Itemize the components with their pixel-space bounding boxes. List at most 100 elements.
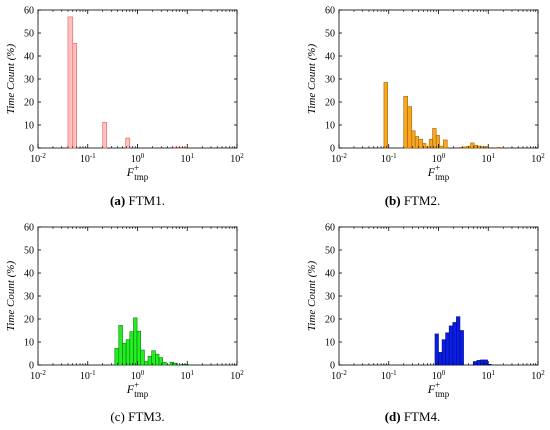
caption-c-label: (c) [110, 409, 125, 424]
bar-a-2 [102, 121, 107, 149]
bar-d-6 [456, 316, 461, 366]
bar-a-0 [67, 16, 74, 149]
x-tick-label-a-1: 10-1 [80, 152, 96, 165]
y-tick-label-d-6: 60 [325, 223, 335, 234]
x-tick-label-b-0: 10-2 [331, 152, 347, 165]
y-tick-label-b-4: 40 [325, 52, 335, 63]
x-tick-label-d-1: 10-1 [381, 369, 397, 382]
y-tick-label-c-5: 50 [24, 246, 34, 257]
bar-c-13 [162, 361, 167, 366]
bar-d-5 [452, 322, 457, 366]
bar-c-9 [147, 355, 153, 366]
caption-a-label: (a) [110, 193, 126, 208]
bar-a-3 [125, 137, 131, 149]
x-tick-label-a-0: 10-2 [30, 152, 46, 165]
y-tick-label-a-4: 40 [24, 52, 34, 63]
y-tick-label-b-2: 20 [325, 98, 335, 109]
caption-b: (b) FTM2. [275, 193, 550, 209]
bar-c-16 [180, 364, 186, 366]
caption-d-text: FTM4. [403, 409, 441, 424]
y-tick-label-b-5: 50 [325, 29, 335, 40]
bar-c-10 [151, 350, 156, 366]
bar-a-6 [179, 147, 183, 149]
y-tick-label-c-6: 60 [24, 223, 34, 234]
x-tick-label-c-3: 101 [181, 369, 195, 382]
x-axis-label-d: F+ tmp [427, 380, 450, 399]
y-tick-label-c-0: 0 [29, 361, 34, 372]
bar-a-4 [171, 147, 177, 149]
bar-b-10 [435, 135, 440, 149]
bar-b-13 [459, 147, 464, 149]
caption-c-text: FTM3. [128, 409, 165, 424]
bar-d-0 [434, 333, 439, 366]
bar-b-3 [411, 130, 416, 149]
y-tick-label-d-5: 50 [325, 246, 335, 257]
y-axis-label-b: Time Count (%) [306, 44, 318, 115]
bar-c-3 [125, 339, 131, 366]
histogram-d: 0 10 20 30 40 50 60 10-2 10-1 100 101 102 F+ tmp Time … [306, 223, 545, 400]
caption-b-text: FTM2. [403, 193, 441, 208]
x-tick-label-b-2: 100 [432, 152, 446, 165]
bar-b-20 [484, 146, 489, 149]
y-tick-label-d-2: 20 [325, 315, 335, 326]
bar-c-12 [158, 357, 163, 366]
bar-d-8 [472, 361, 478, 366]
bar-b-6 [422, 143, 427, 149]
x-tick-label-a-2: 100 [131, 152, 145, 165]
bar-b-2 [407, 106, 413, 149]
bar-d-7 [459, 330, 464, 366]
bar-d-4 [448, 325, 454, 366]
bar-c-8 [144, 361, 149, 366]
y-axis-label-d: Time Count (%) [306, 261, 318, 332]
x-axis-label-c: F+ tmp [126, 380, 149, 399]
y-tick-label-c-1: 10 [24, 338, 34, 349]
y-tick-label-b-1: 10 [325, 121, 335, 132]
plot-frame-b [338, 9, 539, 149]
histogram-a: 0 10 20 30 40 50 60 10-2 10-1 100 101 102 F+ tmp Time … [5, 6, 244, 183]
y-tick-label-b-0: 0 [330, 144, 335, 155]
caption-a: (a) FTM1. [0, 193, 275, 209]
bar-a-1 [72, 43, 78, 149]
y-tick-label-c-3: 30 [24, 292, 34, 303]
caption-d-label: (d) [384, 409, 401, 424]
bar-a-5 [175, 147, 180, 149]
y-tick-label-a-3: 30 [24, 75, 34, 86]
bar-c-5 [133, 317, 138, 366]
bar-b-1 [403, 95, 408, 149]
x-tick-label-d-2: 100 [432, 369, 446, 382]
bar-c-1 [118, 325, 123, 366]
y-tick-label-d-0: 0 [330, 361, 335, 372]
bar-b-4 [414, 136, 420, 149]
y-tick-label-a-1: 10 [24, 121, 34, 132]
y-tick-label-c-4: 40 [24, 269, 34, 280]
y-tick-label-a-6: 60 [24, 6, 34, 17]
bar-b-11 [439, 145, 444, 149]
x-tick-label-d-4: 102 [531, 369, 545, 382]
bar-a-7 [182, 147, 186, 149]
x-tick-label-a-3: 101 [181, 152, 195, 165]
bar-b-5 [418, 138, 423, 149]
y-tick-label-a-5: 50 [24, 29, 34, 40]
bar-c-7 [140, 349, 145, 366]
caption-d: (d) FTM4. [275, 409, 550, 425]
caption-a-text: FTM1. [128, 193, 165, 208]
y-tick-label-a-0: 0 [29, 144, 34, 155]
bar-b-12 [443, 139, 448, 149]
histogram-b: 0 10 20 30 40 50 60 10-2 10-1 100 101 102 F+ tmp Time … [306, 6, 545, 183]
x-tick-label-c-4: 102 [230, 369, 244, 382]
bar-c-11 [155, 353, 160, 366]
y-tick-label-c-2: 20 [24, 315, 34, 326]
x-tick-label-c-1: 10-1 [80, 369, 96, 382]
bar-d-3 [445, 332, 450, 366]
bar-c-15 [173, 362, 178, 366]
histogram-c: 0 10 20 30 40 50 60 10-2 10-1 100 101 102 F+ tmp Time … [5, 223, 244, 400]
x-axis-label-a: F+ tmp [126, 163, 149, 182]
bar-c-4 [129, 331, 134, 366]
bar-b-19 [480, 146, 486, 149]
caption-c: (c) FTM3. [0, 409, 275, 425]
x-tick-label-c-0: 10-2 [30, 369, 46, 382]
y-axis-label-a: Time Count (%) [5, 44, 17, 115]
bar-b-21 [496, 147, 501, 149]
x-tick-label-b-3: 101 [482, 152, 496, 165]
